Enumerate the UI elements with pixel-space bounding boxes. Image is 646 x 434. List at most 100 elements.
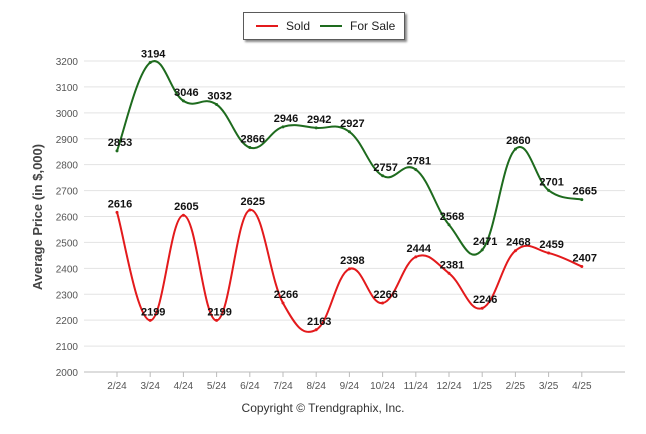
data-label-sold: 2199	[207, 306, 231, 318]
data-label-for-sale: 2942	[307, 114, 331, 126]
data-label-for-sale: 2471	[473, 236, 497, 248]
data-label-sold: 2163	[307, 316, 331, 328]
x-tick-label: 4/25	[572, 381, 592, 392]
data-point-sold	[513, 249, 517, 253]
data-point-for-sale	[513, 147, 517, 151]
data-label-sold: 2246	[473, 294, 497, 306]
y-tick-label: 2000	[56, 368, 79, 379]
data-label-sold: 2407	[573, 253, 597, 265]
data-label-for-sale: 2701	[539, 176, 563, 188]
chart-series	[115, 60, 584, 333]
data-label-for-sale: 3046	[174, 87, 198, 99]
legend-label-for-sale: For Sale	[350, 19, 396, 33]
x-tick-label: 9/24	[340, 381, 360, 392]
x-tick-label: 8/24	[306, 381, 326, 392]
data-label-for-sale: 3194	[141, 49, 166, 61]
data-label-for-sale: 3032	[207, 91, 231, 103]
data-label-sold: 2459	[539, 239, 563, 251]
data-point-for-sale	[181, 99, 185, 103]
data-point-for-sale	[314, 126, 318, 130]
data-labels: 2616 2199 2605 2199 2625 2266 2163 2398 2266 2444…	[108, 49, 597, 328]
x-axis: 2/24 3/24 4/24 5/24 6/24 7/24 8/24 9/24 10/24 11/…	[84, 371, 625, 392]
y-tick-label: 2500	[56, 238, 79, 249]
copyright-text: Copyright © Trendgraphix, Inc.	[241, 401, 405, 415]
data-point-for-sale	[480, 248, 484, 252]
data-point-for-sale	[148, 61, 152, 65]
data-label-sold: 2381	[440, 259, 464, 271]
y-tick-label: 2200	[56, 316, 79, 327]
y-axis: 2000 2100 2200 2300 2400 2500 2600 2700 2800 2900…	[56, 57, 79, 379]
series-line-for-sale	[116, 60, 583, 256]
y-tick-label: 3200	[56, 57, 79, 68]
y-tick-label: 2300	[56, 290, 79, 301]
y-tick-label: 2900	[56, 135, 79, 146]
data-label-for-sale: 2860	[506, 135, 530, 147]
data-point-sold	[480, 306, 484, 310]
data-point-sold	[248, 208, 252, 212]
data-label-for-sale: 2866	[241, 134, 265, 146]
data-point-sold	[381, 301, 385, 305]
data-point-sold	[447, 271, 451, 275]
data-label-for-sale: 2757	[373, 162, 397, 174]
data-label-for-sale: 2781	[407, 156, 431, 168]
data-point-for-sale	[115, 149, 119, 153]
data-point-sold	[181, 213, 185, 217]
x-tick-label: 11/24	[404, 381, 429, 392]
x-tick-label: 12/24	[436, 381, 461, 392]
data-point-sold	[580, 265, 584, 269]
data-label-for-sale: 2665	[573, 186, 597, 198]
data-point-for-sale	[281, 125, 285, 129]
data-point-for-sale	[381, 174, 385, 178]
x-tick-label: 10/24	[370, 381, 395, 392]
data-label-sold: 2605	[174, 201, 198, 213]
data-label-for-sale: 2927	[340, 118, 364, 130]
series-line-sold	[116, 209, 583, 333]
y-tick-label: 3000	[56, 109, 79, 120]
data-label-sold: 2266	[373, 289, 397, 301]
data-point-for-sale	[414, 168, 418, 172]
y-axis-label: Average Price (in $,000)	[30, 144, 45, 290]
data-point-sold	[148, 318, 152, 322]
x-tick-label: 4/24	[174, 381, 194, 392]
data-point-for-sale	[248, 146, 252, 150]
data-point-sold	[215, 318, 219, 322]
data-point-for-sale	[215, 103, 219, 107]
legend-item-sold[interactable]: Sold	[256, 13, 310, 39]
data-point-for-sale	[580, 198, 584, 202]
x-tick-label: 1/25	[472, 381, 492, 392]
data-label-sold: 2444	[407, 243, 432, 255]
data-point-sold	[115, 210, 119, 214]
legend-item-for-sale[interactable]: For Sale	[320, 13, 395, 39]
y-tick-label: 3100	[56, 83, 79, 94]
legend-swatch-for-sale	[320, 25, 342, 27]
data-label-sold: 2616	[108, 198, 132, 210]
y-tick-label: 2800	[56, 161, 79, 172]
data-label-sold: 2398	[340, 255, 364, 267]
legend-swatch-sold	[256, 25, 278, 27]
data-label-sold: 2199	[141, 306, 165, 318]
y-tick-label: 2600	[56, 213, 79, 224]
y-tick-label: 2400	[56, 264, 79, 275]
y-tick-label: 2100	[56, 342, 79, 353]
data-label-for-sale: 2853	[108, 137, 132, 149]
data-point-sold	[547, 251, 551, 255]
data-label-for-sale: 2946	[274, 113, 298, 125]
x-tick-label: 2/25	[506, 381, 526, 392]
x-tick-label: 2/24	[107, 381, 127, 392]
data-point-sold	[347, 267, 351, 271]
chart-grid	[84, 60, 625, 373]
data-point-for-sale	[547, 188, 551, 192]
x-tick-label: 3/24	[140, 381, 160, 392]
data-point-for-sale	[447, 223, 451, 227]
legend-label-sold: Sold	[286, 19, 311, 33]
data-point-sold	[281, 301, 285, 305]
data-label-sold: 2625	[241, 196, 265, 208]
x-tick-label: 7/24	[273, 381, 293, 392]
x-tick-label: 5/24	[207, 381, 227, 392]
x-tick-label: 3/25	[539, 381, 559, 392]
data-point-sold	[414, 255, 418, 259]
data-label-sold: 2266	[274, 289, 298, 301]
data-point-sold	[314, 328, 318, 332]
x-tick-label: 6/24	[240, 381, 260, 392]
